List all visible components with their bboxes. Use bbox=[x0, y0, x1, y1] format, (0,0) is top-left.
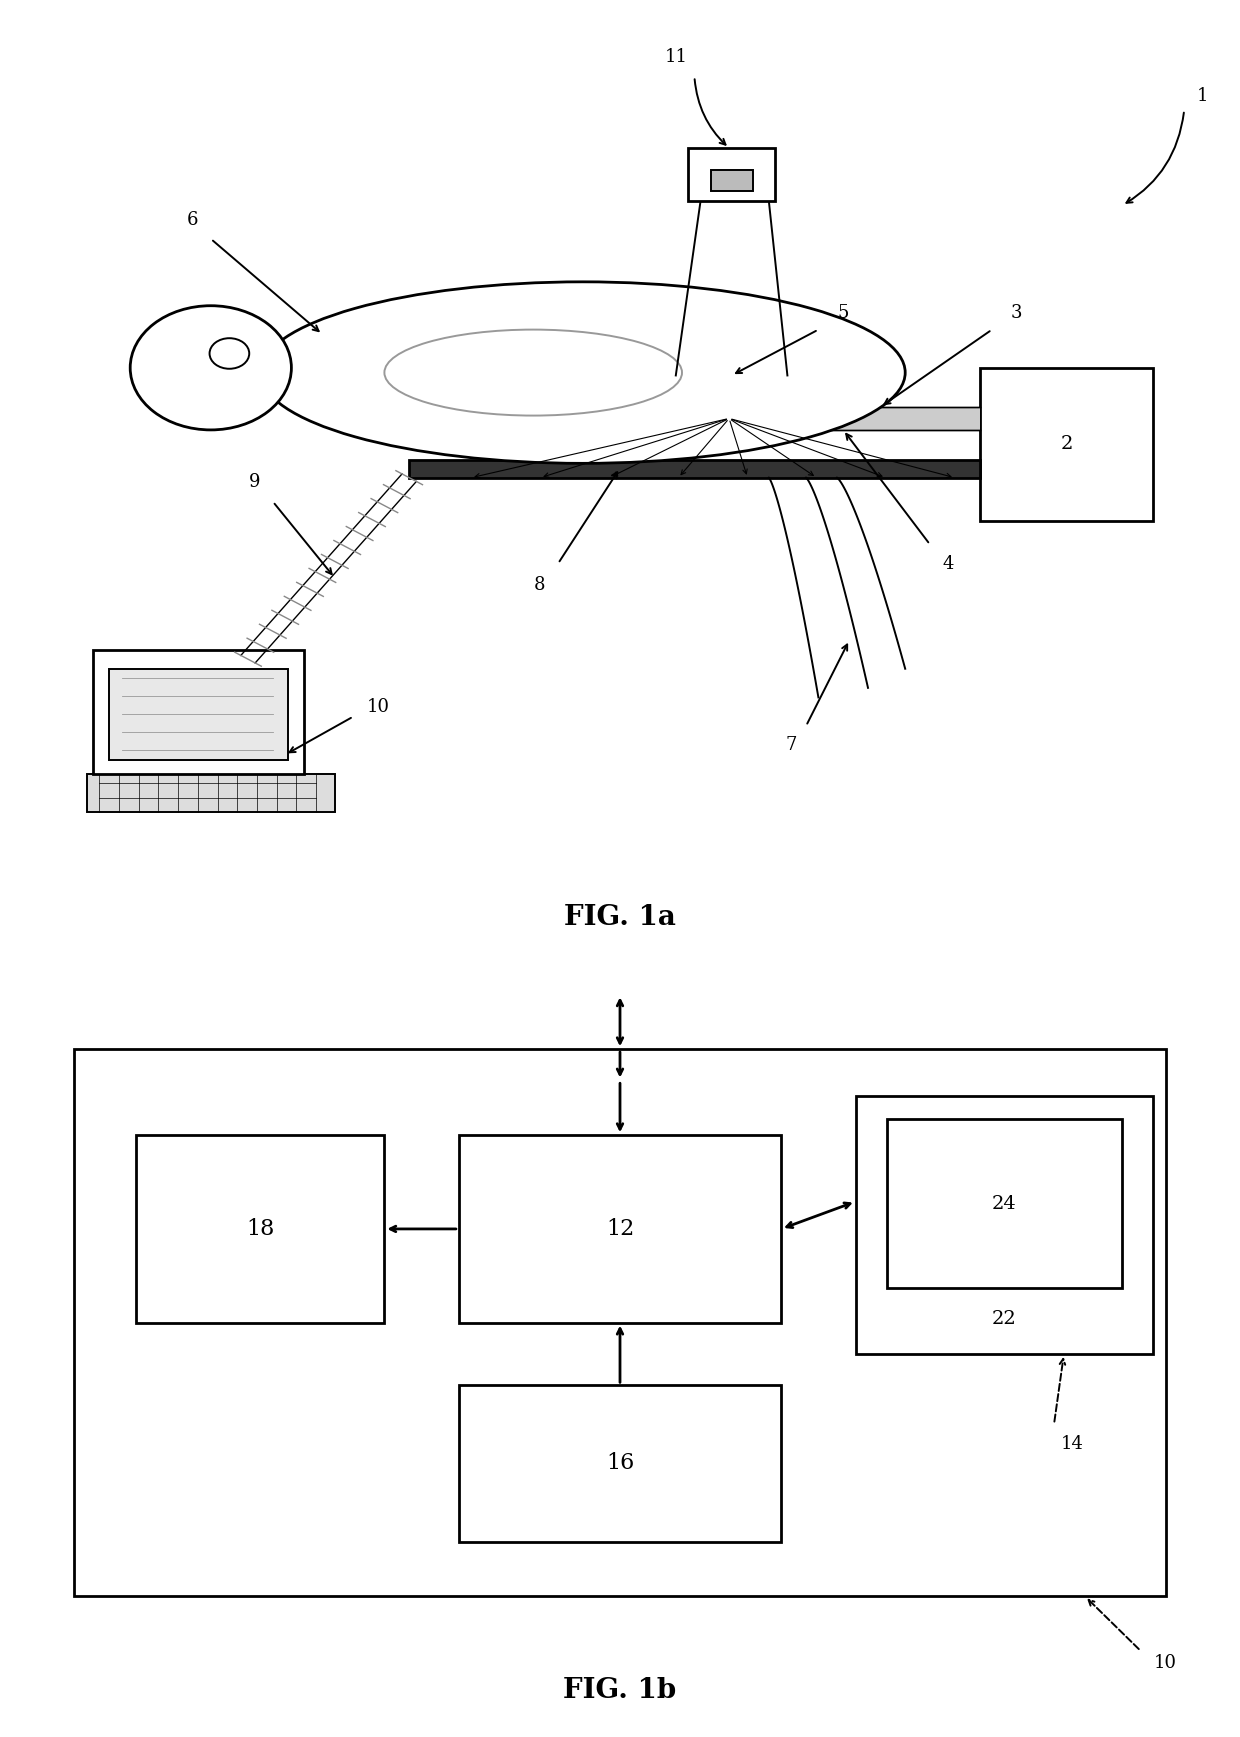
Bar bbox=[87, 773, 335, 811]
Text: 16: 16 bbox=[606, 1452, 634, 1475]
Text: 10: 10 bbox=[367, 698, 389, 716]
Bar bbox=[459, 1386, 781, 1542]
Bar bbox=[856, 1096, 1153, 1355]
Text: 12: 12 bbox=[606, 1218, 634, 1240]
Text: 22: 22 bbox=[992, 1310, 1017, 1327]
Circle shape bbox=[210, 339, 249, 368]
Text: 11: 11 bbox=[665, 49, 687, 66]
Bar bbox=[980, 368, 1153, 521]
Text: 8: 8 bbox=[533, 575, 546, 594]
Text: 18: 18 bbox=[247, 1218, 274, 1240]
Text: 14: 14 bbox=[1061, 1435, 1084, 1452]
Ellipse shape bbox=[384, 330, 682, 415]
Circle shape bbox=[130, 306, 291, 429]
Text: FIG. 1a: FIG. 1a bbox=[564, 903, 676, 931]
Bar bbox=[663, 375, 794, 419]
Ellipse shape bbox=[260, 281, 905, 464]
Text: 10: 10 bbox=[1154, 1654, 1177, 1671]
Bar bbox=[93, 650, 304, 773]
Bar bbox=[74, 1049, 1166, 1596]
Bar bbox=[109, 669, 288, 759]
Text: 4: 4 bbox=[942, 554, 955, 573]
Text: 3: 3 bbox=[1011, 304, 1023, 323]
Text: 7: 7 bbox=[785, 736, 797, 754]
Text: FIG. 1b: FIG. 1b bbox=[563, 1676, 677, 1704]
Text: 1: 1 bbox=[1197, 87, 1209, 104]
Bar bbox=[887, 1119, 1122, 1287]
Text: 24: 24 bbox=[992, 1195, 1017, 1212]
Text: 9: 9 bbox=[248, 474, 260, 492]
Bar bbox=[711, 170, 753, 191]
Bar bbox=[688, 148, 775, 200]
Bar bbox=[409, 460, 980, 478]
Text: 5: 5 bbox=[837, 304, 849, 323]
Bar bbox=[645, 406, 980, 429]
Text: 6: 6 bbox=[186, 210, 198, 229]
Bar bbox=[136, 1136, 384, 1324]
Text: 2: 2 bbox=[1060, 436, 1073, 453]
Bar bbox=[459, 1136, 781, 1324]
